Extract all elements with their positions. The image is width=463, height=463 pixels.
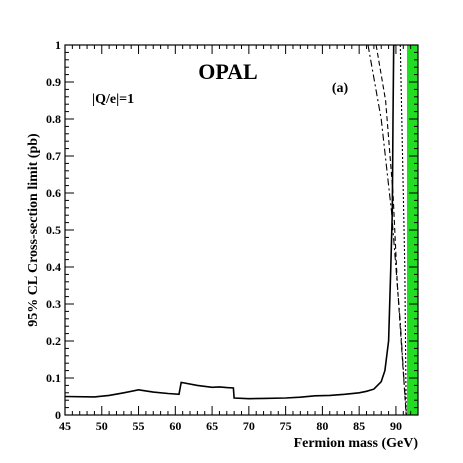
chart-title: OPAL [198, 59, 257, 84]
y-tick-label: 0.6 [46, 186, 61, 200]
x-tick-label: 80 [316, 419, 328, 433]
charge-annotation: |Q/e|=1 [92, 92, 134, 107]
x-tick-label: 85 [353, 419, 365, 433]
x-tick-label: 70 [243, 419, 255, 433]
panel-label: (a) [332, 81, 349, 96]
x-tick-label: 50 [96, 419, 108, 433]
x-tick-label: 55 [133, 419, 145, 433]
x-tick-label: 90 [390, 419, 402, 433]
y-tick-label: 0.8 [46, 112, 61, 126]
y-tick-label: 1 [55, 38, 61, 52]
x-tick-label: 60 [169, 419, 181, 433]
y-tick-label: 0.1 [46, 371, 61, 385]
y-tick-label: 0 [55, 408, 61, 422]
y-tick-label: 0.9 [46, 75, 61, 89]
x-tick-label: 75 [280, 419, 292, 433]
x-tick-label: 45 [59, 419, 71, 433]
series-line-4 [399, 45, 407, 415]
y-tick-label: 0.5 [46, 223, 61, 237]
y-tick-label: 0.7 [46, 149, 61, 163]
series-line-3 [367, 45, 407, 415]
y-tick-label: 0.2 [46, 334, 61, 348]
series-line-1 [65, 45, 396, 400]
x-axis-label: Fermion mass (GeV) [294, 436, 419, 451]
y-axis-label: 95% CL Cross-section limit (pb) [26, 133, 41, 327]
x-tick-label: 65 [206, 419, 218, 433]
y-tick-label: 0.3 [46, 297, 61, 311]
y-tick-label: 0.4 [46, 260, 61, 274]
